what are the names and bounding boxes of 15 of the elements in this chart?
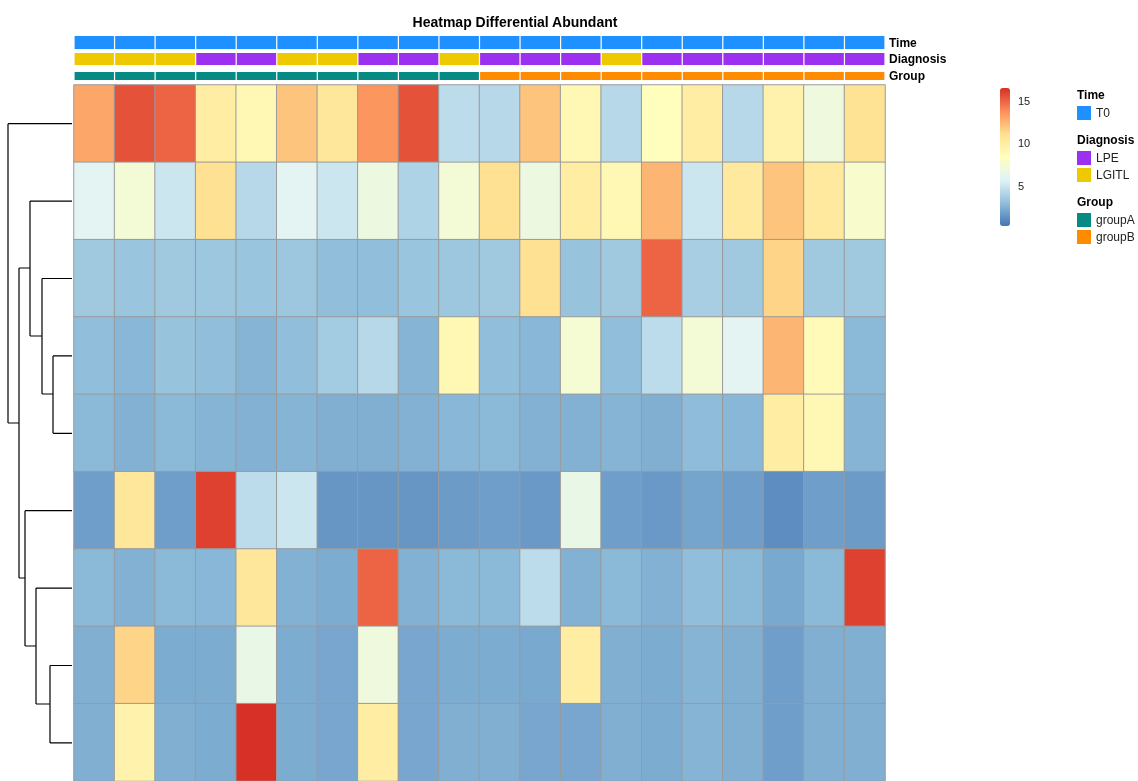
y2-axis-title: Diagnosis	[889, 52, 947, 66]
legend-label: groupA	[1096, 213, 1135, 227]
legend-title: Group	[1077, 195, 1113, 209]
legend-label: groupB	[1096, 230, 1135, 244]
color-bar-label: 5	[1018, 179, 1025, 192]
y2-axis-title: Group	[889, 69, 925, 83]
chart-title: Heatmap Differential Abundant	[412, 14, 618, 30]
color-bar-label: 10	[1018, 137, 1031, 150]
y2-axis-title: Time	[889, 35, 918, 50]
legend-title: Time	[1077, 88, 1106, 102]
legend-label: LGITL	[1096, 168, 1130, 182]
color-bar-label: 15	[1018, 94, 1031, 107]
legend-label: T0	[1096, 106, 1111, 120]
legend-title: Diagnosis	[1077, 133, 1135, 147]
legend-label: LPE	[1096, 151, 1119, 165]
